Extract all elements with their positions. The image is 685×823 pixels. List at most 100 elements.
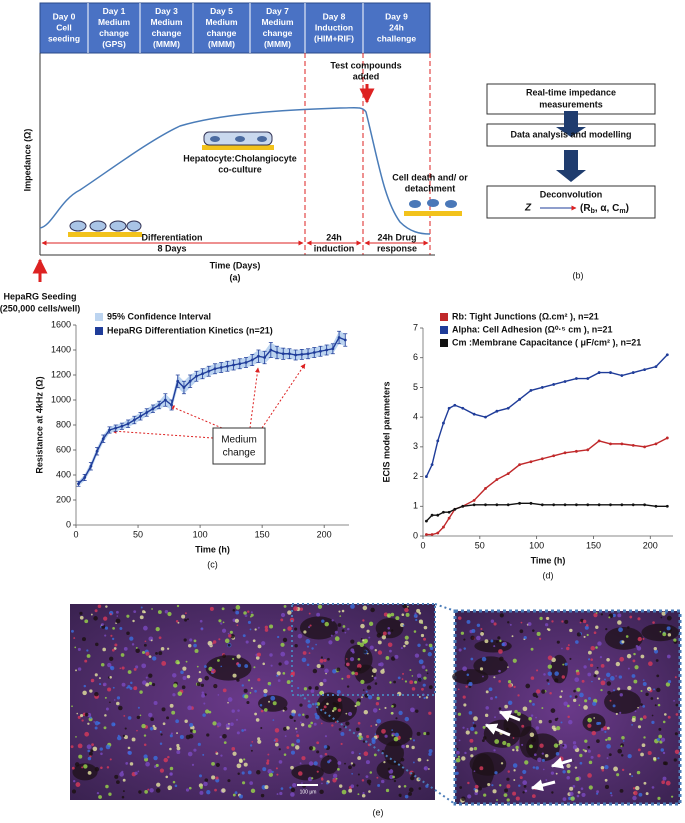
stain-dot <box>91 743 94 747</box>
stain-dot <box>122 790 125 793</box>
stain-dot <box>404 635 409 640</box>
stain-dot <box>236 624 239 627</box>
point <box>83 476 87 479</box>
stain-dot <box>418 787 422 790</box>
stain-dot <box>200 683 205 687</box>
y-label: Impedance (Ω) <box>22 129 32 192</box>
stain-dot <box>506 742 511 747</box>
stain-dot <box>606 657 610 662</box>
stain-dot <box>199 774 202 778</box>
stain-dot <box>70 745 74 749</box>
stain-dot <box>78 754 83 759</box>
stain-dot <box>647 750 652 756</box>
stain-dot <box>350 604 355 609</box>
stain-dot <box>512 763 518 768</box>
y-axis-title: Resistance at 4kHz (Ω) <box>34 376 44 473</box>
stain-dot <box>309 624 312 627</box>
stain-dot <box>641 743 646 748</box>
stain-dot <box>121 666 125 670</box>
y-tick-label: 1600 <box>51 319 71 329</box>
stain-dot <box>476 635 481 641</box>
stain-dot <box>81 637 86 642</box>
stain-dot <box>674 732 678 736</box>
stain-dot <box>274 738 279 743</box>
stain-dot <box>308 612 311 615</box>
stain-dot <box>104 714 107 717</box>
stain-dot <box>463 647 467 650</box>
stain-dot <box>222 654 226 658</box>
stain-dot <box>166 716 170 720</box>
stain-dot <box>423 676 427 680</box>
point <box>250 358 254 362</box>
stain-dot <box>378 708 381 711</box>
stain-dot <box>332 778 337 783</box>
stain-dot <box>243 611 247 615</box>
stain-dot <box>75 736 77 738</box>
point <box>472 498 476 502</box>
point <box>306 352 310 356</box>
stain-dot <box>328 759 332 762</box>
stain-dot <box>74 762 80 767</box>
stain-dot <box>122 778 126 782</box>
stain-dot <box>89 689 93 693</box>
stain-dot <box>113 647 117 650</box>
point <box>461 406 465 410</box>
stain-dot <box>175 620 179 623</box>
stain-dot <box>180 670 184 675</box>
stain-dot <box>155 788 161 793</box>
stain-dot <box>638 792 643 797</box>
stain-dot <box>111 637 115 641</box>
stain-dot <box>144 640 147 643</box>
annotation-box <box>212 427 266 465</box>
stain-dot <box>495 640 499 644</box>
stain-dot <box>286 726 290 730</box>
stain-dot <box>597 677 601 680</box>
stain-dot <box>328 640 333 645</box>
stain-dot <box>596 792 599 795</box>
stain-dot <box>127 746 131 750</box>
stain-dot <box>295 727 298 730</box>
legend-label: 95% Confidence Interval <box>107 311 211 321</box>
stain-dot <box>410 707 415 713</box>
stain-dot <box>627 667 630 670</box>
stain-dot <box>372 668 377 673</box>
stain-dot <box>324 752 328 756</box>
stain-dot <box>639 717 643 721</box>
point <box>506 503 510 507</box>
stain-dot <box>223 767 227 771</box>
stain-dot <box>79 615 84 620</box>
stain-dot <box>674 749 680 754</box>
stain-dot <box>643 736 646 739</box>
stain-dot <box>499 613 504 618</box>
point <box>331 347 335 351</box>
stain-dot <box>455 757 461 763</box>
stain-dot <box>522 706 528 712</box>
stain-dot <box>394 654 399 659</box>
stain-dot <box>230 634 235 639</box>
stain-dot <box>94 609 98 613</box>
stain-dot <box>651 786 655 789</box>
stain-dot <box>96 792 100 795</box>
stain-dot <box>302 713 305 717</box>
stain-dot <box>151 656 157 661</box>
stain-dot <box>584 699 588 703</box>
stain-dot <box>376 776 379 779</box>
stain-dot <box>393 680 397 684</box>
stain-dot <box>572 744 578 750</box>
stain-dot <box>191 763 195 766</box>
stain-dot <box>127 670 132 674</box>
stain-dot <box>483 736 487 740</box>
stain-dot <box>114 774 119 779</box>
stain-dot <box>269 684 271 686</box>
stain-dot <box>664 761 668 766</box>
stain-dot <box>428 643 433 648</box>
stain-dot <box>71 789 77 794</box>
stain-dot <box>351 772 353 775</box>
stain-dot <box>124 727 127 730</box>
stain-dot <box>84 619 89 624</box>
stain-dot <box>314 686 319 691</box>
stain-dot <box>363 751 369 757</box>
stain-dot <box>562 770 566 774</box>
stain-dot <box>409 680 414 685</box>
stain-dot <box>202 753 205 756</box>
